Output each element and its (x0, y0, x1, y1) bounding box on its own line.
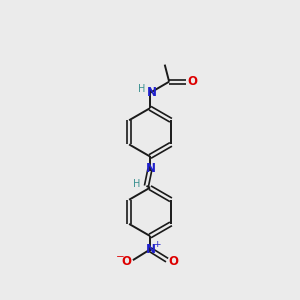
Text: O: O (187, 75, 197, 88)
Text: O: O (122, 255, 131, 268)
Text: −: − (116, 252, 124, 262)
Text: H: H (138, 84, 146, 94)
Text: N: N (146, 86, 157, 99)
Text: N: N (146, 243, 156, 256)
Text: N: N (146, 162, 156, 175)
Text: O: O (169, 255, 178, 268)
Text: H: H (134, 179, 141, 189)
Text: +: + (153, 240, 160, 249)
